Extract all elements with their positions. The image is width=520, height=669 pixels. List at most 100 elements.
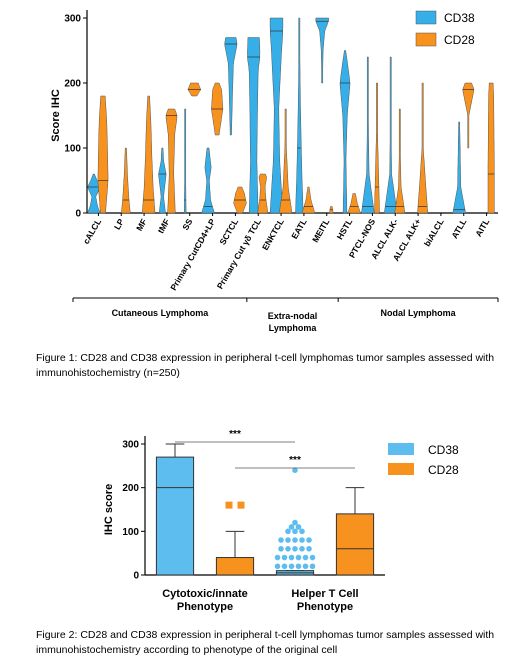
x-tick-label: ENKTCL [260, 217, 286, 252]
outlier-dot [302, 563, 309, 570]
violin-cd38 [384, 56, 398, 214]
legend-swatch-cd28 [388, 463, 414, 475]
group-label-nodal: Nodal Lymphoma [380, 308, 456, 318]
violin-cd38 [269, 17, 284, 214]
legend-swatch-cd28 [415, 32, 437, 47]
legend-label-cd38: CD38 [444, 11, 475, 25]
x-category-label: Cytotoxic/innate Phenotype [162, 588, 248, 613]
box-cd28 [215, 557, 255, 576]
violin-cd28 [301, 186, 316, 214]
outlier-dot [274, 563, 281, 570]
violin-cd38 [361, 56, 375, 214]
x-tick-label: AITL [473, 217, 491, 238]
legend-label-cd28: CD28 [428, 463, 459, 477]
violin-cd38 [183, 108, 187, 214]
violin-cd38 [87, 173, 101, 214]
y-tick-label: 100 [64, 144, 81, 155]
x-tick-label: HSTL [335, 217, 355, 241]
x-tick-label: LP [112, 217, 126, 232]
violin-cd28 [165, 108, 178, 214]
significance-label: *** [289, 455, 301, 466]
x-tick-label: cALCL [81, 217, 103, 246]
violin-cd38 [201, 147, 215, 214]
x-tick-label: EATL [289, 217, 308, 241]
x-tick-label: SS [180, 217, 194, 232]
violin-cd28 [257, 173, 269, 214]
outlier-dot [285, 546, 291, 552]
y-tick-label: 0 [133, 571, 139, 582]
outlier-dot [292, 519, 298, 526]
legend-label-cd38: CD38 [428, 443, 459, 457]
outlier-dot [302, 554, 309, 561]
outlier-square [237, 501, 245, 509]
box-chart: 0 100 200 300 IHC score *** *** Cytotoxic/innat… [103, 429, 459, 613]
outlier-dot [306, 546, 312, 552]
violin-cd38 [247, 37, 261, 214]
outlier-dot [306, 537, 312, 543]
outlier-dot [281, 563, 288, 570]
violin-cd28 [347, 193, 361, 214]
outlier-dot [299, 528, 305, 535]
x-tick-label: Primary Cut γδ TCL [215, 217, 263, 291]
y-tick-label: 300 [122, 440, 139, 451]
violin-cd38 [224, 37, 238, 136]
outlier-dot [295, 563, 302, 570]
figure-2-caption: Figure 2: CD28 and CD38 expression in pe… [36, 629, 495, 656]
legend-label-cd28: CD28 [444, 33, 475, 47]
outlier-dot [295, 554, 302, 561]
violin-cd28 [121, 147, 131, 214]
violin-cd28 [417, 82, 429, 214]
y-axis-label: Score IHC [50, 89, 62, 142]
outlier-dot [299, 537, 305, 543]
x-tick-label: MEITL [310, 217, 331, 244]
x-tick-label: SCTCL [217, 217, 240, 247]
x-tick-label: biALCL [422, 217, 446, 248]
outlier-dot [292, 528, 298, 535]
violin-cd28 [97, 95, 109, 214]
outlier-dot [288, 524, 295, 530]
x-tick-label: Primary CutCD4+LP [168, 217, 217, 292]
violin-cd38 [315, 17, 329, 84]
violin-cd28 [279, 108, 293, 214]
y-tick-label: 200 [122, 483, 139, 494]
outlier-dot [281, 554, 288, 561]
outlier-dot [288, 563, 295, 570]
x-tick-label: ATLL [449, 217, 468, 240]
figure-1-caption: Figure 1: CD28 and CD38 expression in pe… [36, 352, 495, 379]
group-label-cutaneous: Cutaneous Lymphoma [112, 308, 210, 318]
y-tick-label: 0 [75, 209, 81, 220]
y-tick-label: 100 [122, 527, 139, 538]
outlier-dot [309, 554, 316, 561]
y-tick-label: 200 [64, 79, 81, 90]
significance-label: *** [229, 429, 241, 440]
outlier-dot [278, 537, 284, 543]
outlier-dot [295, 524, 302, 530]
violin-cd38 [452, 121, 466, 214]
y-axis-label: IHC score [103, 484, 115, 535]
outlier-dot [285, 537, 291, 543]
y-tick-label: 300 [64, 14, 81, 25]
outlier-dot [288, 554, 295, 561]
violin-cd38 [295, 17, 304, 214]
x-category-label: Helper T Cell Phenotype [291, 588, 358, 613]
x-tick-label: MF [134, 217, 149, 233]
outlier-dot [274, 554, 281, 561]
violin-cd28 [487, 82, 495, 214]
outlier-dot [309, 563, 316, 570]
legend-swatch-cd38 [388, 443, 414, 455]
group-label-extranodal: Extra-nodal Lymphoma [268, 311, 318, 333]
violin-cd28 [142, 95, 156, 214]
outlier-dot [292, 467, 298, 473]
violin-cd28 [394, 108, 406, 214]
violin-cd28 [374, 82, 380, 214]
box-cd38 [155, 456, 195, 576]
violin-cd38 [158, 147, 167, 214]
outlier-dot [278, 546, 284, 552]
box-cd28 [335, 513, 375, 576]
x-tick-label: tMF [155, 217, 171, 235]
outlier-square [225, 501, 233, 509]
legend-swatch-cd38 [415, 10, 437, 25]
outlier-dot [292, 537, 298, 543]
outlier-dot [285, 528, 291, 535]
